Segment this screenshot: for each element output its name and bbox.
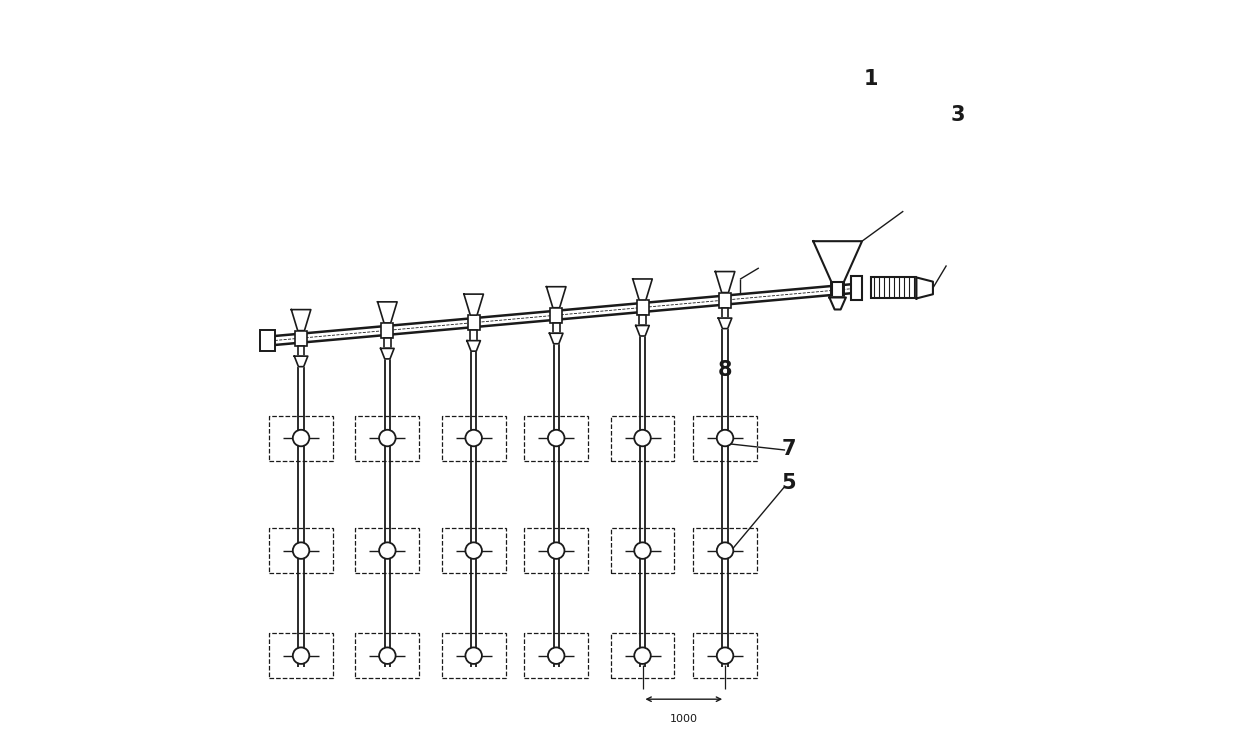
Bar (693, 528, 756, 573)
Polygon shape (718, 318, 732, 329)
Bar (384, 338, 391, 349)
Text: 3: 3 (950, 105, 965, 125)
Bar (269, 634, 334, 678)
Circle shape (634, 647, 651, 664)
Polygon shape (830, 297, 846, 309)
Bar (269, 528, 334, 573)
Polygon shape (916, 277, 932, 299)
Bar (298, 345, 305, 356)
Polygon shape (467, 341, 480, 351)
Polygon shape (549, 333, 563, 344)
Polygon shape (636, 326, 650, 336)
Bar (467, 315, 480, 330)
Bar (356, 416, 419, 460)
Circle shape (293, 542, 309, 559)
Circle shape (717, 542, 733, 559)
Bar (382, 323, 393, 338)
Polygon shape (291, 310, 311, 330)
Bar (693, 416, 756, 460)
Bar (356, 634, 419, 678)
Bar (525, 528, 588, 573)
Text: 1000: 1000 (670, 714, 698, 724)
Bar (441, 634, 506, 678)
Bar (636, 300, 649, 315)
Circle shape (717, 429, 733, 446)
Polygon shape (464, 294, 484, 315)
Polygon shape (378, 302, 397, 323)
Bar (851, 276, 862, 300)
Bar (553, 323, 559, 333)
Bar (610, 528, 675, 573)
Bar (639, 315, 646, 326)
Text: 5: 5 (781, 473, 796, 493)
Polygon shape (381, 349, 394, 359)
Bar (610, 416, 675, 460)
Circle shape (465, 647, 482, 664)
Circle shape (379, 542, 396, 559)
Circle shape (634, 542, 651, 559)
Circle shape (293, 647, 309, 664)
Bar (610, 634, 675, 678)
Circle shape (379, 647, 396, 664)
Circle shape (548, 647, 564, 664)
Bar (260, 330, 275, 351)
Bar (831, 282, 844, 298)
Bar (525, 416, 588, 460)
Bar (269, 416, 334, 460)
Bar (441, 416, 506, 460)
Circle shape (465, 542, 482, 559)
Circle shape (717, 647, 733, 664)
Circle shape (548, 429, 564, 446)
Polygon shape (632, 279, 652, 300)
Polygon shape (547, 287, 565, 308)
Bar (295, 330, 308, 345)
Bar (832, 283, 843, 297)
Polygon shape (715, 271, 735, 293)
Circle shape (293, 429, 309, 446)
Bar (693, 634, 756, 678)
Text: 7: 7 (781, 439, 796, 460)
Bar (525, 634, 588, 678)
Bar (722, 308, 728, 318)
Circle shape (634, 429, 651, 446)
Circle shape (465, 429, 482, 446)
Bar (356, 528, 419, 573)
Circle shape (548, 542, 564, 559)
Bar (441, 528, 506, 573)
Text: 8: 8 (718, 361, 733, 380)
Bar (719, 293, 732, 308)
Circle shape (379, 429, 396, 446)
Bar (551, 308, 562, 323)
Polygon shape (294, 356, 308, 367)
Bar (470, 330, 477, 341)
Bar (872, 277, 916, 299)
Text: 1: 1 (863, 70, 878, 89)
Polygon shape (813, 241, 862, 283)
